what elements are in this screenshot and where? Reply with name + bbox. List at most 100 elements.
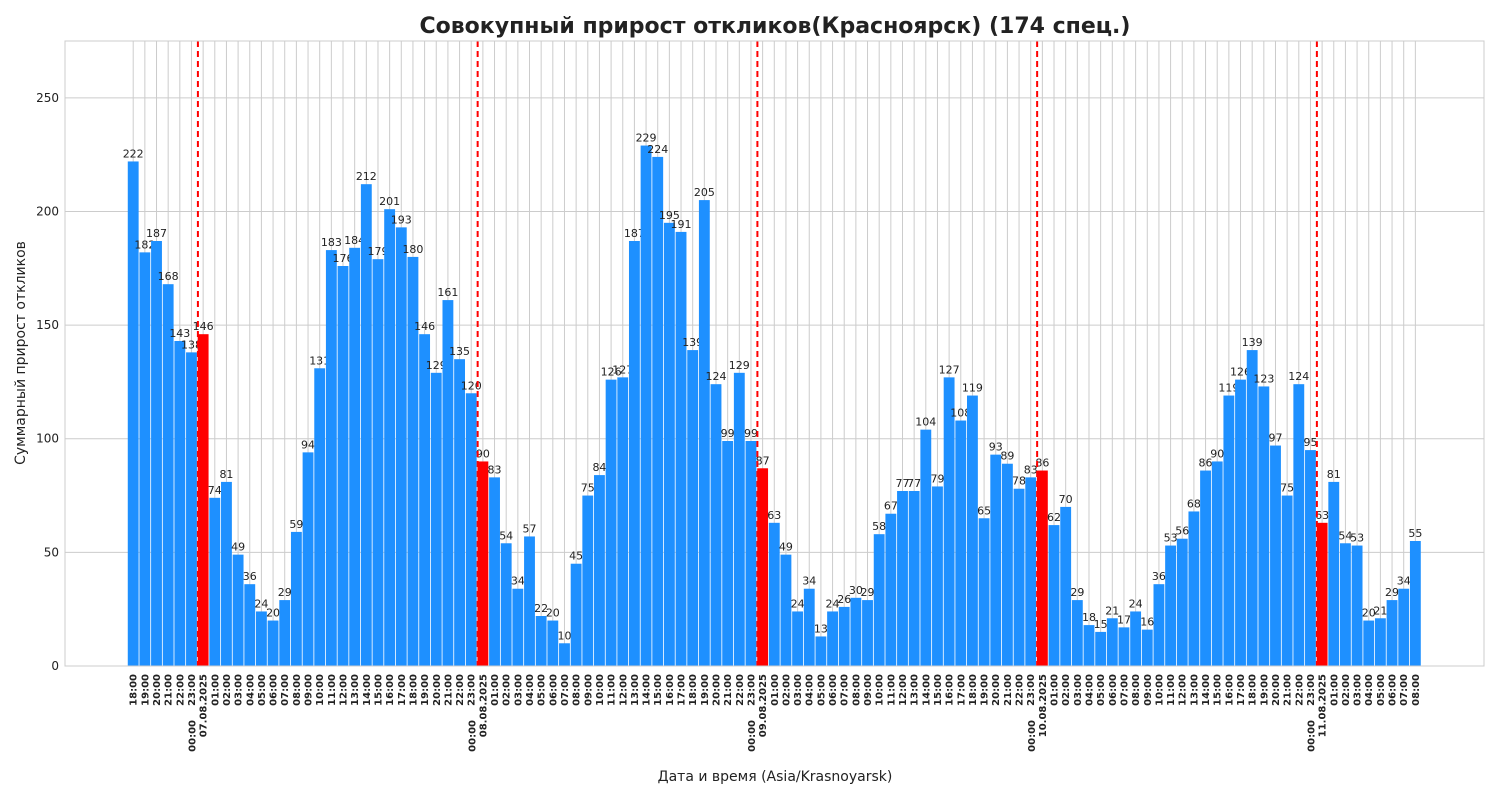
bar xyxy=(1246,350,1258,666)
data-label: 78 xyxy=(1012,475,1026,488)
x-tick-label: 12:00 xyxy=(1178,674,1189,706)
bar xyxy=(1398,588,1410,666)
bar xyxy=(967,395,978,666)
x-tick-label: 20:00 xyxy=(432,674,443,706)
data-label: 49 xyxy=(779,541,793,554)
data-label: 58 xyxy=(872,520,886,533)
bar xyxy=(862,600,873,666)
data-label: 68 xyxy=(1187,497,1201,510)
data-label: 212 xyxy=(356,170,377,183)
x-tick-label: 15:00 xyxy=(933,674,944,706)
x-tick-label: 21:00 xyxy=(443,674,454,706)
y-tick-label: 200 xyxy=(36,204,59,218)
bar xyxy=(605,379,617,666)
data-label: 17 xyxy=(1117,613,1131,626)
x-tick-label: 22:00 xyxy=(735,674,746,706)
x-tick-label: 20:00 xyxy=(991,674,1002,706)
bar xyxy=(617,377,629,666)
bar xyxy=(663,222,675,666)
data-label: 67 xyxy=(884,500,898,513)
x-tick-label: 23:00 xyxy=(467,674,478,706)
data-label: 81 xyxy=(1327,468,1341,481)
y-tick-label: 100 xyxy=(36,432,59,446)
x-tick-label: 14:00 xyxy=(362,674,373,706)
bar xyxy=(628,241,640,666)
x-tick-label: 18:00 xyxy=(408,674,419,706)
data-label: 187 xyxy=(624,227,645,240)
data-label: 54 xyxy=(1338,529,1352,542)
data-label: 131 xyxy=(309,354,330,367)
bar xyxy=(594,475,605,666)
data-label: 26 xyxy=(837,593,851,606)
bar xyxy=(1374,618,1386,666)
data-label: 10 xyxy=(557,629,571,642)
data-label: 77 xyxy=(907,477,921,490)
data-label: 87 xyxy=(756,454,770,467)
bar xyxy=(559,643,570,666)
data-label: 29 xyxy=(1385,586,1399,599)
x-tick-label: 22:00 xyxy=(175,674,186,706)
data-label: 63 xyxy=(767,509,781,522)
x-tick-label: 03:00 xyxy=(513,674,524,706)
data-label: 21 xyxy=(1105,604,1119,617)
bar xyxy=(1083,625,1095,666)
x-tick-label: 14:00 xyxy=(921,674,932,706)
bar xyxy=(1351,545,1363,666)
x-tick-label: 07:00 xyxy=(1399,674,1410,706)
x-tick-label: 19:00 xyxy=(980,674,991,706)
x-tick-label: 08:00 xyxy=(851,674,862,706)
data-label: 53 xyxy=(1164,532,1178,545)
bar xyxy=(827,611,838,666)
data-label: 94 xyxy=(301,438,315,451)
bar xyxy=(1060,506,1072,666)
bar xyxy=(698,200,710,666)
data-label: 90 xyxy=(476,447,490,460)
bar xyxy=(372,259,384,666)
x-tick-label: 20:00 xyxy=(152,674,163,706)
data-label: 176 xyxy=(333,252,354,265)
bar xyxy=(337,266,349,666)
x-tick-label: 16:00 xyxy=(665,674,676,706)
bar xyxy=(279,600,291,666)
data-label: 86 xyxy=(1035,457,1049,470)
data-label: 65 xyxy=(977,504,991,517)
x-tick-label: 03:00 xyxy=(1353,674,1364,706)
x-tick-label: 17:00 xyxy=(397,674,408,706)
x-tick-label: 20:00 xyxy=(1271,674,1282,706)
bar xyxy=(290,531,302,666)
data-label: 93 xyxy=(989,441,1003,454)
x-tick-label: 09:00 xyxy=(863,674,874,706)
data-label: 90 xyxy=(1210,447,1224,460)
data-label: 53 xyxy=(1350,532,1364,545)
x-tick-label: 07:00 xyxy=(280,674,291,706)
bar xyxy=(127,161,139,667)
x-tick-label: 08:00 xyxy=(1411,674,1422,706)
x-tick-label: 08:00 xyxy=(1131,674,1142,706)
data-label: 24 xyxy=(791,597,805,610)
data-label: 139 xyxy=(682,336,703,349)
bar xyxy=(267,620,279,666)
bar xyxy=(325,250,337,666)
data-label: 34 xyxy=(1397,575,1411,588)
x-tick-label: 12:00 xyxy=(898,674,909,706)
x-tick-label: 09:00 xyxy=(1143,674,1154,706)
data-label: 30 xyxy=(849,584,863,597)
bar xyxy=(419,334,431,666)
data-label: 20 xyxy=(546,607,560,620)
bar xyxy=(803,588,815,666)
bar xyxy=(314,368,326,666)
bar xyxy=(990,454,1002,666)
bar xyxy=(570,563,582,666)
bar xyxy=(722,441,734,666)
data-label: 99 xyxy=(744,427,758,440)
x-tick-label: 01:00 xyxy=(1050,674,1061,706)
bar xyxy=(768,522,780,666)
x-tick-label: 19:00 xyxy=(1259,674,1270,706)
data-label: 49 xyxy=(231,541,245,554)
bar xyxy=(174,341,186,666)
x-tick-label: 13:00 xyxy=(630,674,641,706)
x-tick-label: 16:00 xyxy=(1224,674,1235,706)
bar xyxy=(897,491,908,666)
bar xyxy=(733,372,745,666)
